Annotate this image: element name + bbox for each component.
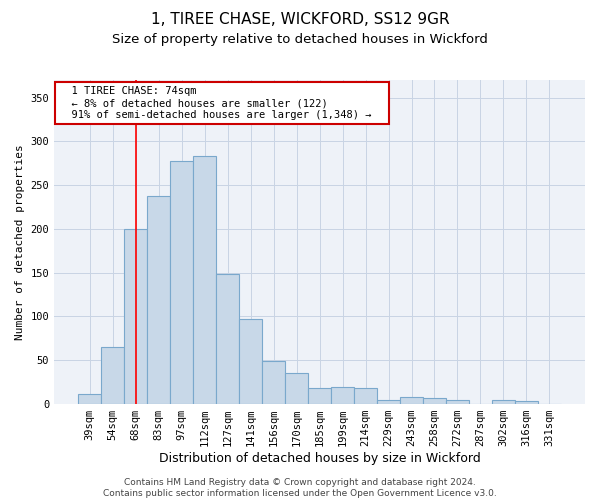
Bar [170, 162, 193, 404]
Bar [285, 374, 308, 404]
Y-axis label: Number of detached properties: Number of detached properties [15, 144, 25, 340]
Text: Size of property relative to detached houses in Wickford: Size of property relative to detached ho… [112, 32, 488, 46]
Bar [262, 361, 285, 404]
Bar [400, 397, 423, 404]
Bar [331, 388, 354, 404]
Bar [377, 400, 400, 404]
Bar [124, 229, 147, 404]
Bar [354, 388, 377, 404]
Bar [101, 347, 124, 404]
Bar [423, 398, 446, 404]
Text: 1 TIREE CHASE: 74sqm  
  ← 8% of detached houses are smaller (122)  
  91% of se: 1 TIREE CHASE: 74sqm ← 8% of detached ho… [59, 86, 385, 120]
Bar [446, 400, 469, 404]
Text: 1, TIREE CHASE, WICKFORD, SS12 9GR: 1, TIREE CHASE, WICKFORD, SS12 9GR [151, 12, 449, 28]
Bar [492, 400, 515, 404]
Bar [193, 156, 216, 404]
Bar [308, 388, 331, 404]
Bar [78, 394, 101, 404]
Bar [147, 196, 170, 404]
Bar [239, 319, 262, 404]
X-axis label: Distribution of detached houses by size in Wickford: Distribution of detached houses by size … [159, 452, 481, 465]
Bar [216, 274, 239, 404]
Text: Contains HM Land Registry data © Crown copyright and database right 2024.
Contai: Contains HM Land Registry data © Crown c… [103, 478, 497, 498]
Bar [515, 400, 538, 404]
